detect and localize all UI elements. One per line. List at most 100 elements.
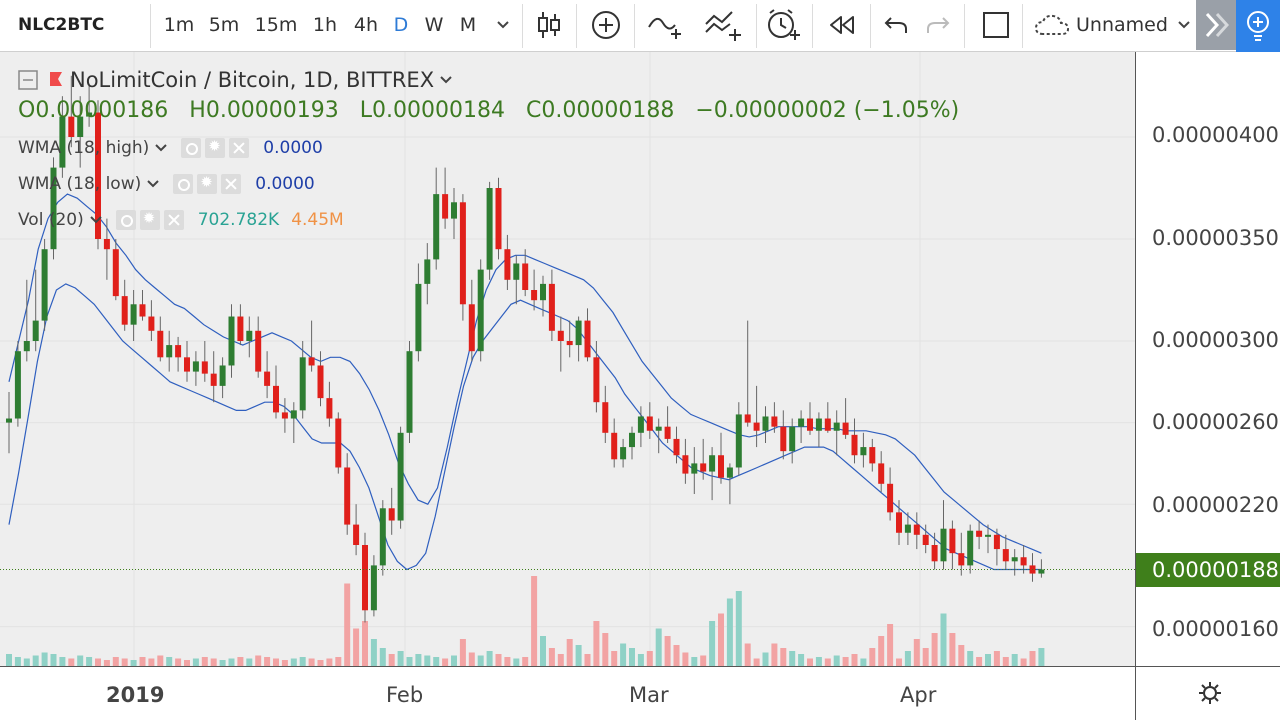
timeframe-15m-button[interactable]: 15m — [254, 14, 298, 36]
candle-body — [148, 316, 155, 331]
timeframe-w-button[interactable]: W — [424, 14, 444, 36]
toolbar-divider — [522, 4, 523, 48]
volume-bar — [459, 639, 466, 666]
symbol-search-button[interactable]: NLC2BTC — [18, 15, 105, 35]
candle-body — [139, 304, 146, 317]
price-tick-label: 0.00000300 — [1152, 328, 1279, 352]
candle-body — [602, 402, 609, 433]
candle-body — [673, 438, 680, 456]
candle-body — [922, 534, 929, 545]
layout-chevron-down-icon[interactable] — [1178, 20, 1190, 30]
volume-bar — [273, 658, 279, 666]
candle-body — [210, 373, 217, 386]
volume-bar — [308, 658, 315, 666]
financials-icon[interactable] — [702, 0, 746, 50]
candle-body — [709, 455, 716, 472]
candle-body — [23, 341, 30, 352]
volume-bar — [824, 658, 831, 666]
timeframe-4h-button[interactable]: 4h — [353, 14, 379, 36]
candle-body — [264, 371, 271, 386]
candle-body — [379, 508, 386, 566]
settings-gear-icon[interactable] — [1198, 681, 1222, 705]
volume-bar — [700, 655, 707, 666]
volume-bar — [896, 658, 902, 666]
volume-bar — [682, 652, 689, 666]
volume-bar — [575, 645, 582, 666]
volume-bar — [985, 654, 991, 666]
volume-bar — [913, 639, 920, 666]
volume-bar — [264, 657, 271, 666]
volume-bar — [50, 654, 57, 666]
time-tick-label: 2019 — [106, 683, 165, 707]
volume-bar — [976, 657, 983, 666]
cloud-icon — [1034, 13, 1070, 37]
fullscreen-square-icon[interactable] — [978, 0, 1014, 50]
candle-body — [878, 463, 885, 484]
candle-body — [904, 524, 911, 533]
timeframe-d-button[interactable]: D — [393, 14, 409, 36]
candle-body — [317, 365, 324, 399]
alert-clock-icon[interactable] — [762, 0, 804, 50]
volume-bar — [486, 651, 493, 666]
candle-body — [655, 426, 662, 431]
redo-icon[interactable] — [922, 0, 954, 50]
candle-body — [548, 283, 555, 331]
price-axis[interactable]: 0.00000400 0.00000350 0.00000300 0.00000… — [1135, 52, 1280, 666]
volume-bar — [904, 651, 911, 666]
timeframe-1h-button[interactable]: 1h — [312, 14, 338, 36]
candle-body — [299, 357, 306, 411]
candlestick-chart[interactable] — [0, 52, 1135, 666]
undo-icon[interactable] — [880, 0, 912, 50]
candle-body — [335, 418, 342, 468]
volume-bar — [860, 658, 867, 666]
volume-bar — [166, 657, 173, 666]
bar-replay-icon[interactable] — [822, 0, 862, 50]
indicators-icon[interactable] — [646, 0, 686, 50]
candles-style-icon[interactable] — [532, 0, 566, 50]
chart-pane[interactable] — [0, 52, 1135, 666]
volume-bar — [468, 652, 475, 666]
volume-bar — [290, 658, 297, 666]
candle-body — [1011, 557, 1018, 562]
volume-bar — [32, 655, 39, 666]
timeframe-1m-button[interactable]: 1m — [163, 14, 195, 36]
timeframe-m-button[interactable]: M — [459, 14, 477, 36]
volume-bar — [397, 651, 404, 666]
candle-body — [50, 167, 57, 250]
candle-body — [718, 455, 724, 478]
candle-body — [477, 269, 484, 352]
compare-add-icon[interactable] — [588, 0, 624, 50]
candle-body — [958, 553, 965, 566]
candle-body — [228, 316, 235, 366]
top-toolbar: NLC2BTC 1m 5m 15m 1h 4h D W M — [0, 0, 1280, 52]
candle-body — [735, 414, 742, 468]
timeframe-dropdown-chevron-icon[interactable] — [492, 0, 514, 50]
volume-bar — [1038, 648, 1045, 666]
candle-body — [326, 398, 333, 419]
volume-bar — [620, 643, 627, 666]
time-axis[interactable]: 2019 Feb Mar Apr — [0, 666, 1135, 720]
candle-body — [949, 528, 956, 554]
wma-high-line — [8, 193, 1042, 554]
time-tick-label: Mar — [629, 683, 669, 707]
toolbar-divider — [756, 4, 757, 48]
candle-body — [273, 385, 279, 413]
volume-bar — [744, 643, 751, 666]
candle-body — [540, 283, 546, 301]
chart-settings-corner — [1135, 666, 1280, 720]
volume-bar — [842, 657, 849, 666]
volume-bar — [281, 660, 288, 666]
expand-chevron-icon[interactable] — [1196, 0, 1236, 50]
candle-body — [1020, 557, 1027, 566]
toolbar-divider — [964, 4, 965, 48]
save-layout-button[interactable]: Unnamed — [1034, 0, 1204, 50]
price-tick-label: 0.00000220 — [1152, 493, 1279, 517]
timeframe-5m-button[interactable]: 5m — [208, 14, 240, 36]
volume-bar — [219, 660, 226, 666]
idea-lightbulb-icon[interactable] — [1236, 0, 1280, 52]
candle-body — [468, 304, 475, 352]
volume-bar — [86, 657, 93, 666]
volume-bar — [993, 651, 1000, 666]
volume-bar — [344, 583, 351, 666]
candle-body — [513, 263, 520, 280]
